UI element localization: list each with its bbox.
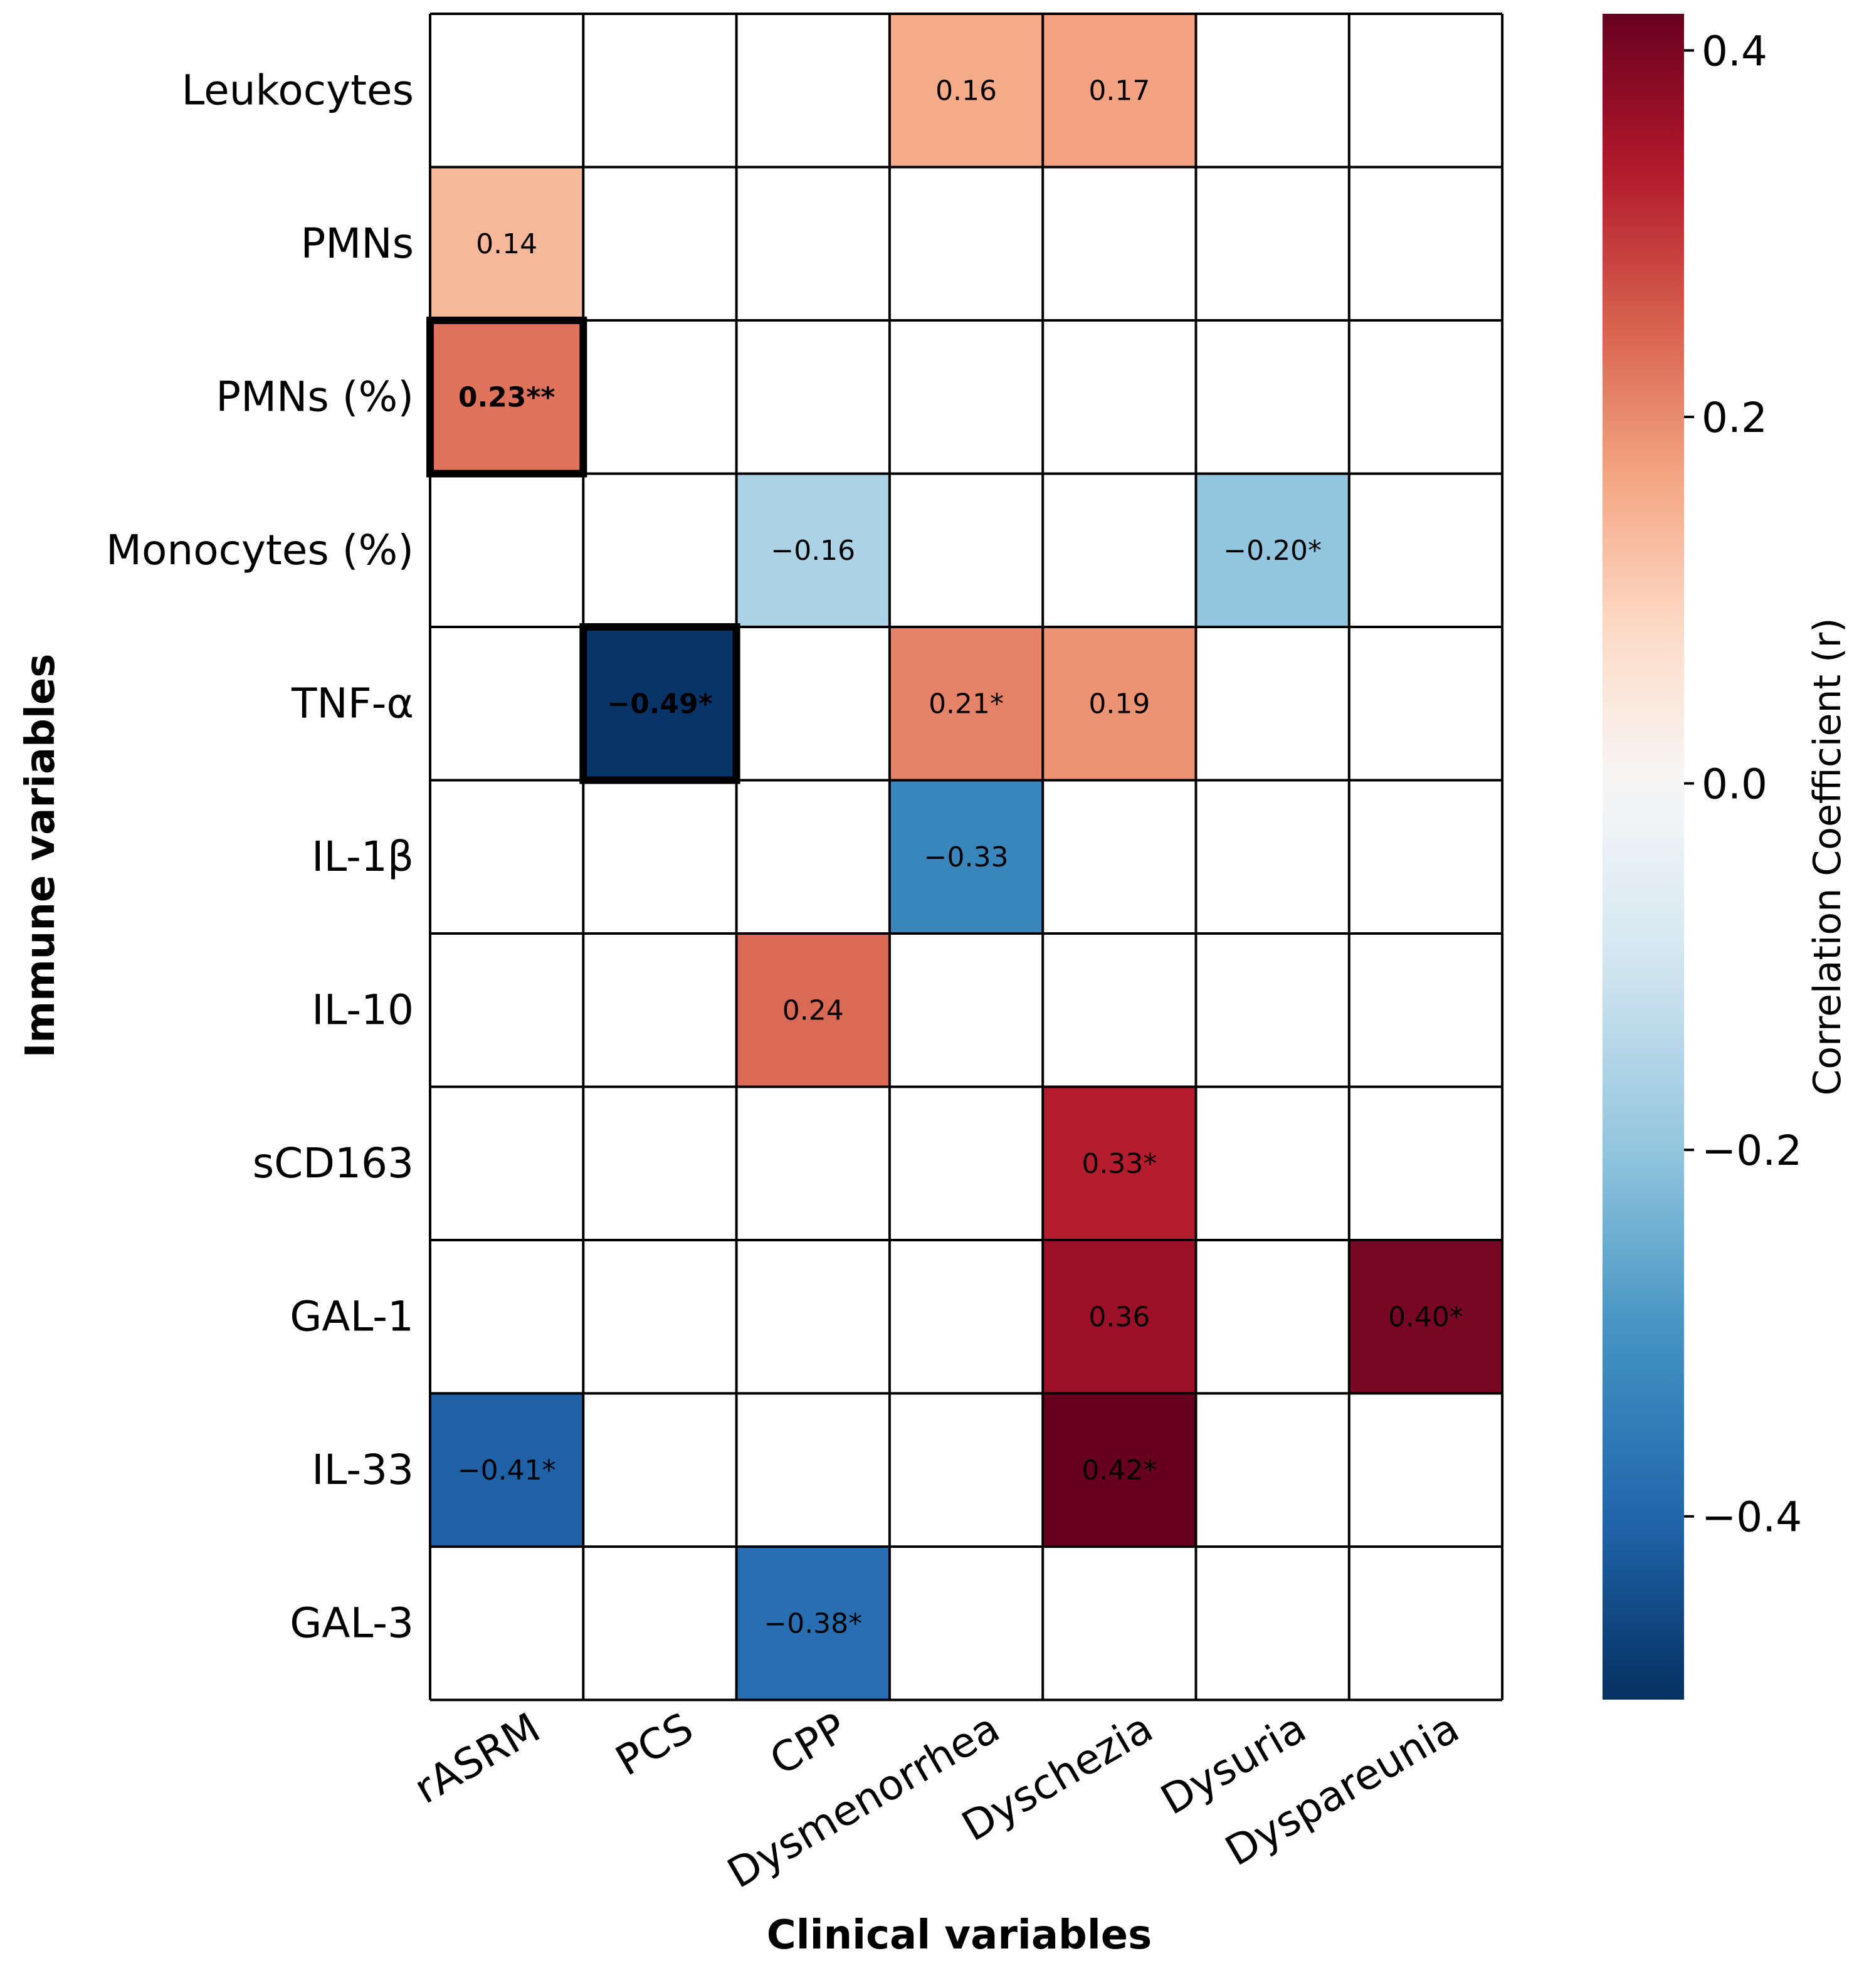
cell-value-label: 0.24 (782, 994, 844, 1026)
cell-value-label: 0.33* (1082, 1148, 1157, 1180)
y-tick-label: sCD163 (253, 1139, 414, 1187)
heatmap-cell-scd163-dyschezia (1043, 1086, 1196, 1240)
y-axis-title: Immune variables (18, 654, 64, 1058)
heatmap-cell-pmns-rasrm (430, 167, 584, 320)
cell-value-label: −0.49* (607, 688, 712, 720)
cell-value-label: −0.38* (764, 1607, 862, 1639)
heatmap-cell-leukocytes-dyschezia (1043, 14, 1196, 167)
highlight-border (579, 623, 740, 784)
colorbar-tick-label: −0.4 (1702, 1493, 1802, 1542)
y-tick-label: IL-1β (312, 833, 414, 881)
cell-value-label: −0.33 (924, 841, 1009, 873)
cell-value-label: 0.42* (1082, 1454, 1157, 1486)
heatmap-cell-il-33-dyschezia (1043, 1393, 1196, 1547)
colorbar-tick-label: −0.2 (1702, 1127, 1802, 1175)
y-tick-label: PMNs (300, 219, 414, 268)
cell-value-label: 0.17 (1088, 75, 1150, 107)
cell-value-label: 0.16 (935, 75, 997, 107)
colorbar-tick-label: 0.2 (1702, 394, 1767, 442)
heatmap-cell-pmns-rasrm (430, 320, 584, 474)
cell-value-label: 0.21* (929, 688, 1004, 720)
heatmap-cell-gal-1-dyspareunia (1349, 1240, 1503, 1394)
highlight-border (426, 317, 587, 478)
colorbar-tick-label: 0.0 (1702, 760, 1767, 809)
cell-value-labels: 0.16 0.17 0.14 0.23** −0.16 −0.20* −0.49* 0.21*… (458, 75, 1463, 1639)
heatmap-cells (430, 14, 1503, 1700)
colorbar: 0.4 0.2 0.0 −0.2 −0.4 Correlation Coefficient… (1603, 14, 1850, 1700)
significance-highlights (426, 317, 740, 784)
x-axis-title: Clinical variables (767, 1912, 1152, 1959)
cell-value-label: 0.40* (1388, 1301, 1463, 1333)
heatmap-cell-monocytes-cpp (736, 473, 890, 627)
heatmap-cell-tnf-pcs (583, 627, 737, 781)
colorbar-tick-label: 0.4 (1702, 27, 1767, 75)
heatmap-cell-leukocytes-dysmenorrhea (889, 14, 1043, 167)
colorbar-gradient (1603, 14, 1684, 1700)
heatmap-cell-tnf-dyschezia (1043, 627, 1196, 781)
y-tick-label: Monocytes (%) (106, 526, 414, 574)
y-tick-label: GAL-3 (290, 1599, 414, 1647)
y-tick-label: PMNs (%) (216, 372, 414, 421)
heatmap-cell-monocytes-dysuria (1196, 473, 1349, 627)
heatmap-cell-tnf-dysmenorrhea (889, 627, 1043, 781)
heatmap-cell-gal-3-cpp (736, 1547, 890, 1700)
cell-value-label: −0.20* (1223, 535, 1322, 567)
heatmap-cell-il-33-rasrm (430, 1393, 584, 1547)
cell-value-label: 0.19 (1088, 688, 1150, 720)
heatmap-cell-il-1-dysmenorrhea (889, 780, 1043, 934)
cell-value-label: −0.41* (458, 1454, 556, 1486)
y-tick-label: IL-33 (312, 1446, 414, 1494)
y-tick-label: GAL-1 (290, 1292, 414, 1340)
cell-value-label: 0.36 (1088, 1301, 1150, 1333)
y-tick-label: IL-10 (312, 986, 414, 1034)
cell-value-label: 0.14 (476, 228, 537, 260)
y-tick-label: TNF-α (291, 679, 414, 727)
y-tick-labels: Leukocytes PMNs PMNs (%) Monocytes (%) TNF-α… (106, 66, 414, 1647)
cell-value-label: −0.16 (771, 535, 855, 567)
heatmap-cell-gal-1-dyschezia (1043, 1240, 1196, 1394)
heatmap-cell-il-10-cpp (736, 934, 890, 1087)
cell-value-label: 0.23** (458, 381, 555, 413)
y-tick-label: Leukocytes (181, 66, 414, 114)
colorbar-label: Correlation Coefficient (r) (1806, 618, 1850, 1095)
